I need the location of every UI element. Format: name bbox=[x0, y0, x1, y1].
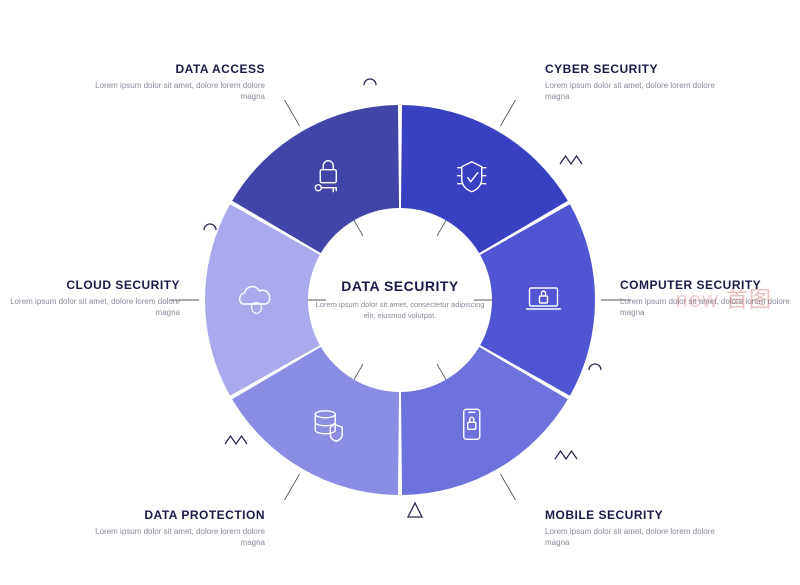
label-desc-dataprot: Lorem ipsum dolor sit amet, dolore lorem… bbox=[95, 526, 265, 548]
label-title-dataprot: DATA PROTECTION bbox=[95, 508, 265, 522]
connector-in-access bbox=[354, 220, 363, 236]
label-cyber: CYBER SECURITY Lorem ipsum dolor sit amet… bbox=[545, 62, 715, 102]
label-mobile: MOBILE SECURITY Lorem ipsum dolor sit ame… bbox=[545, 508, 715, 548]
infographic-stage: { "layout": { "width": 800, "height": 58… bbox=[0, 0, 800, 585]
label-cloud: CLOUD SECURITY Lorem ipsum dolor sit amet… bbox=[10, 278, 180, 318]
connector-out-dataprot bbox=[285, 474, 300, 500]
connector-out-access bbox=[285, 100, 300, 126]
connector-out-cyber bbox=[501, 100, 516, 126]
decor-zigzag-0 bbox=[560, 156, 582, 164]
decor-halfcircle-5 bbox=[589, 364, 601, 370]
label-desc-mobile: Lorem ipsum dolor sit amet, dolore lorem… bbox=[545, 526, 715, 548]
decor-zigzag-1 bbox=[225, 436, 247, 444]
label-title-mobile: MOBILE SECURITY bbox=[545, 508, 715, 522]
label-access: DATA ACCESS Lorem ipsum dolor sit amet, d… bbox=[95, 62, 265, 102]
watermark: new 首图 bbox=[676, 282, 773, 314]
center-block: DATA SECURITY Lorem ipsum dolor sit amet… bbox=[315, 278, 485, 322]
label-desc-cloud: Lorem ipsum dolor sit amet, dolore lorem… bbox=[10, 296, 180, 318]
label-title-access: DATA ACCESS bbox=[95, 62, 265, 76]
decor-zigzag-2 bbox=[555, 451, 577, 459]
watermark-bold: 首图 bbox=[726, 287, 772, 312]
connector-in-dataprot bbox=[354, 364, 363, 380]
decor-triangle-6 bbox=[408, 503, 422, 517]
connector-in-cyber bbox=[437, 220, 446, 236]
center-title: DATA SECURITY bbox=[315, 278, 485, 294]
decor-halfcircle-4 bbox=[204, 224, 216, 230]
label-dataprot: DATA PROTECTION Lorem ipsum dolor sit ame… bbox=[95, 508, 265, 548]
label-title-cyber: CYBER SECURITY bbox=[545, 62, 715, 76]
center-desc: Lorem ipsum dolor sit amet, consectetur … bbox=[315, 300, 485, 322]
decor-halfcircle-3 bbox=[364, 79, 376, 85]
label-title-cloud: CLOUD SECURITY bbox=[10, 278, 180, 292]
watermark-prefix: new bbox=[676, 287, 726, 312]
connector-in-mobile bbox=[437, 364, 446, 380]
connector-out-mobile bbox=[501, 474, 516, 500]
label-desc-cyber: Lorem ipsum dolor sit amet, dolore lorem… bbox=[545, 80, 715, 102]
label-desc-access: Lorem ipsum dolor sit amet, dolore lorem… bbox=[95, 80, 265, 102]
